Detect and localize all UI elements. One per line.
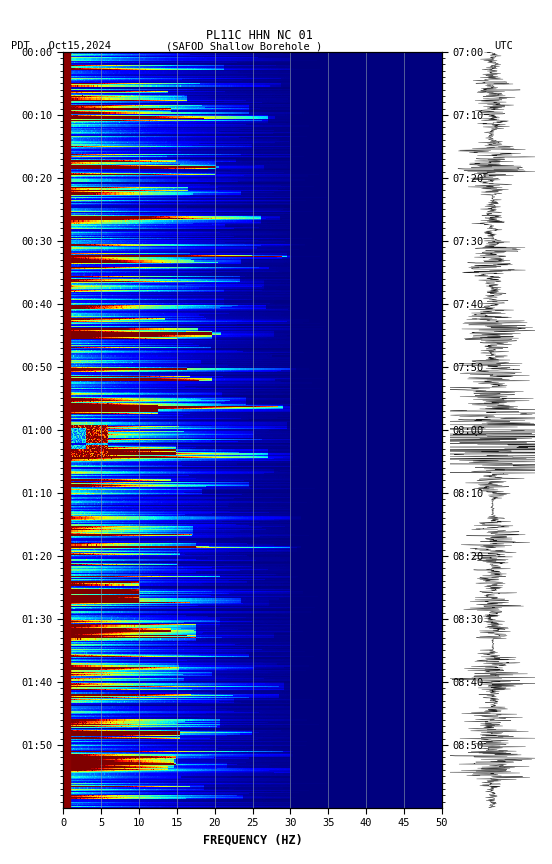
- Text: PL11C HHN NC 01: PL11C HHN NC 01: [206, 29, 313, 42]
- Bar: [63, 52, 70, 808]
- Text: UTC: UTC: [495, 41, 513, 52]
- Text: PDT   Oct15,2024: PDT Oct15,2024: [11, 41, 111, 52]
- Text: (SAFOD Shallow Borehole ): (SAFOD Shallow Borehole ): [166, 41, 322, 52]
- X-axis label: FREQUENCY (HZ): FREQUENCY (HZ): [203, 834, 302, 847]
